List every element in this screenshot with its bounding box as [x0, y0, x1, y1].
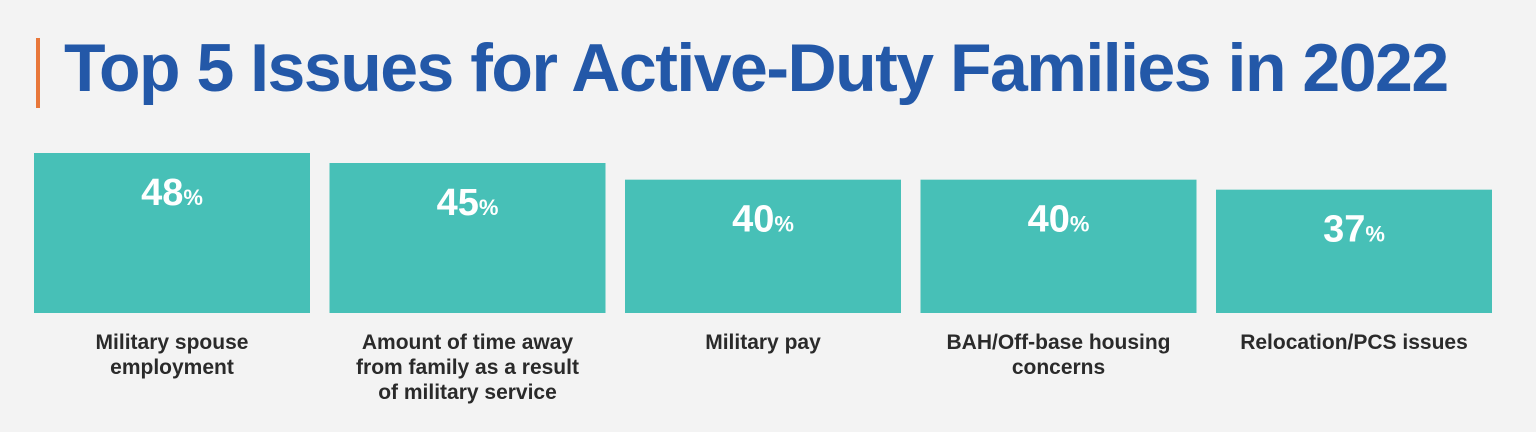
bar	[1216, 189, 1492, 313]
category-label: BAH/Off-base housing concerns	[947, 331, 1171, 379]
bar-value-label: 37%	[1323, 209, 1385, 251]
bar	[920, 179, 1197, 313]
bar-value-label: 48%	[141, 172, 203, 214]
category-label: Military pay	[705, 331, 821, 354]
title-accent-bar	[36, 38, 40, 108]
page-title: Top 5 Issues for Active-Duty Families in…	[64, 30, 1449, 106]
bar-value-label: 45%	[437, 182, 499, 224]
category-label: Military spouse employment	[96, 331, 249, 379]
bar-value-label: 40%	[1028, 199, 1090, 241]
bar-value-label: 40%	[732, 199, 794, 241]
category-label: Amount of time away from family as a resu…	[356, 331, 579, 404]
bar	[329, 163, 606, 313]
bar	[34, 153, 310, 313]
bar	[625, 179, 901, 313]
category-label: Relocation/PCS issues	[1240, 331, 1468, 354]
